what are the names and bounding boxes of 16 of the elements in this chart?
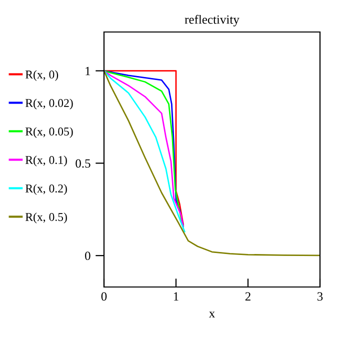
x-tick-label: 2 xyxy=(245,292,250,301)
legend-label: R(x, 0.1) xyxy=(25,156,67,166)
y-tick-label: 0.5 xyxy=(76,159,90,168)
legend-label: R(x, 0.2) xyxy=(25,184,67,195)
legend-label: R(x, 0.5) xyxy=(25,212,67,224)
x-axis-title: x xyxy=(208,312,215,318)
x-tick-label: 1 xyxy=(174,292,178,301)
chart-title: reflectivity xyxy=(184,14,240,26)
y-tick-label: 0 xyxy=(85,252,90,260)
line-series xyxy=(104,70,320,256)
legend-label: R(x, 0.05) xyxy=(25,127,73,138)
x-tick-label: 0 xyxy=(101,292,107,301)
y-tick-label: 1 xyxy=(86,66,90,76)
x-tick-label: 3 xyxy=(317,292,323,301)
legend-label: R(x, 0) xyxy=(25,70,58,81)
legend-label: R(x, 0.02) xyxy=(25,98,73,110)
